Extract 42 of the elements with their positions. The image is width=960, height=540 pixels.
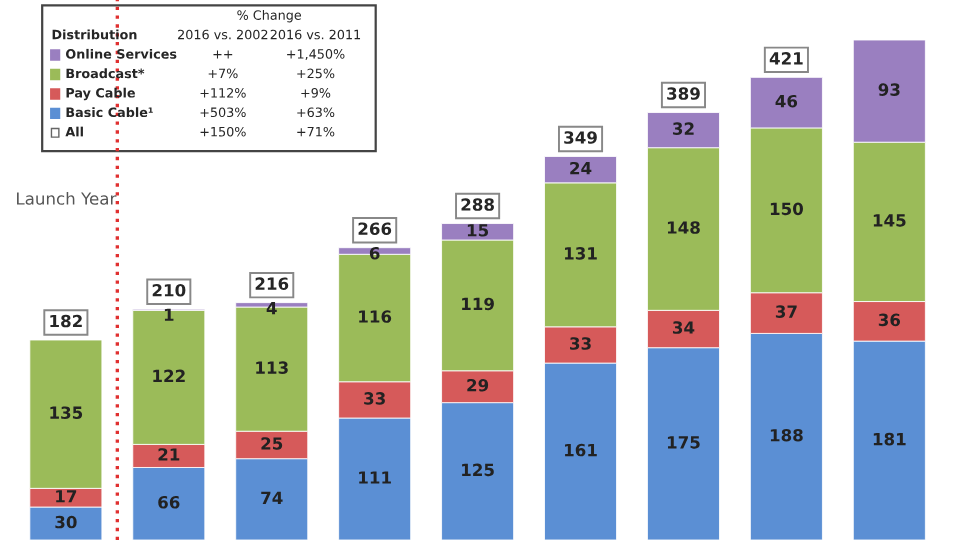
data-label: 111: [359, 471, 391, 484]
data-label: 34: [672, 321, 695, 334]
total-label: 288: [461, 198, 494, 211]
data-label: 30: [55, 515, 77, 529]
data-label: 33: [570, 337, 591, 350]
data-label: 122: [153, 369, 185, 382]
data-label: 66: [158, 495, 180, 509]
data-label: 161: [565, 443, 597, 457]
data-label: 1: [164, 308, 174, 321]
data-label: 32: [672, 122, 694, 135]
data-label: 15: [467, 224, 489, 237]
total-label: 210: [152, 283, 186, 297]
data-label: 119: [462, 297, 494, 311]
total-label: 266: [358, 222, 392, 236]
data-label: 148: [667, 221, 700, 234]
data-label: 74: [261, 491, 283, 504]
data-label: 131: [565, 247, 597, 260]
data-label: 135: [50, 406, 83, 420]
data-label: 37: [775, 305, 797, 318]
data-label: 36: [878, 313, 901, 327]
data-label: 46: [775, 94, 798, 108]
data-label: 93: [878, 83, 900, 96]
total-label: 421: [769, 52, 803, 65]
data-label: 175: [667, 436, 700, 449]
data-label: 24: [570, 161, 592, 175]
data-label: 17: [56, 490, 77, 503]
data-label: 150: [770, 202, 803, 216]
data-label: 125: [462, 463, 494, 477]
annotation: Launch Year: [17, 191, 117, 205]
data-label: 113: [256, 361, 288, 374]
data-label: 21: [158, 448, 180, 461]
data-label: 116: [359, 310, 392, 323]
total-label: 349: [564, 131, 597, 144]
data-label: 29: [467, 378, 489, 392]
data-label: 25: [261, 437, 283, 450]
data-label: 33: [364, 392, 385, 405]
data-label: 188: [770, 428, 803, 442]
total-label: 389: [667, 87, 700, 100]
data-label: 145: [873, 214, 906, 227]
total-label: 182: [50, 314, 82, 328]
total-label: 216: [255, 277, 289, 290]
data-label: 181: [873, 432, 906, 446]
